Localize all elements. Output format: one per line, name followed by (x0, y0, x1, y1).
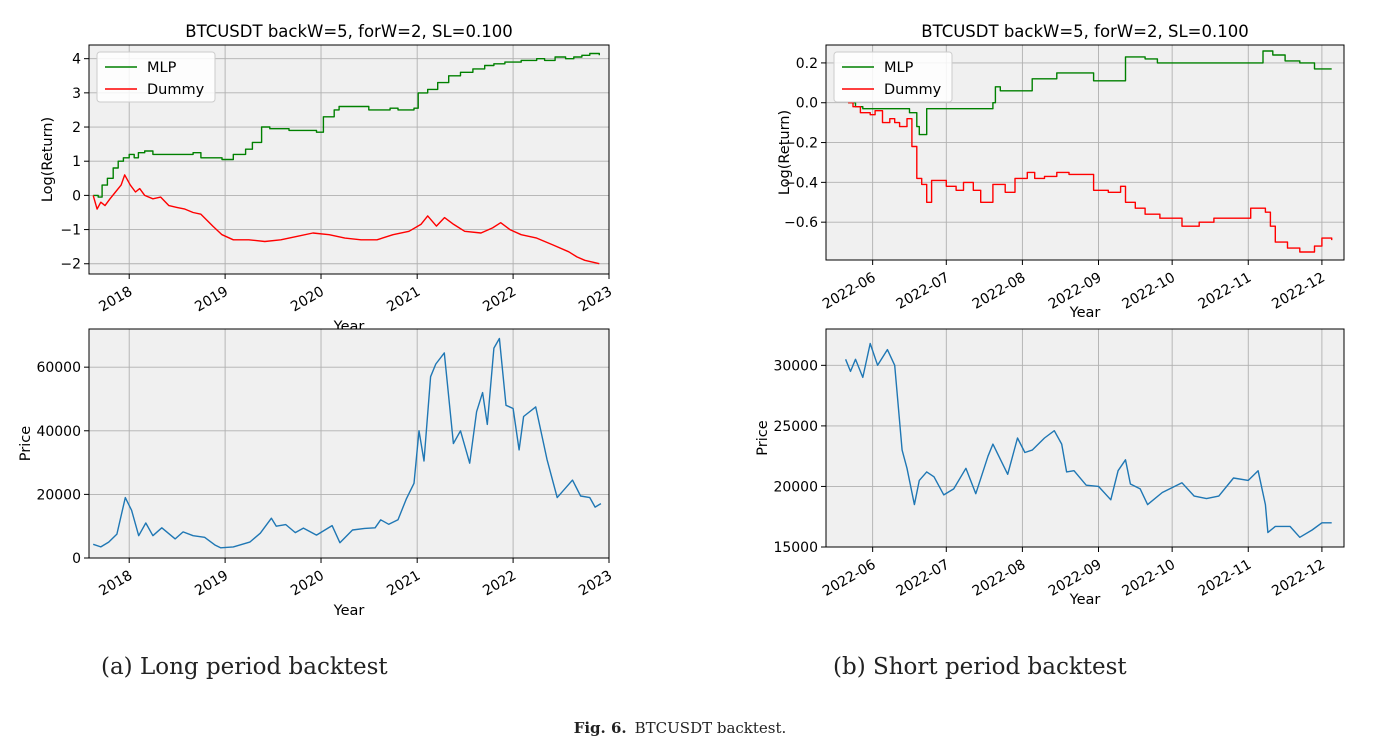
chart-long-price: 2018 2019 2020 2021 2022 2023 0 20000 40000 60000… (18, 328, 615, 619)
y-tick-label: 2 (72, 120, 81, 136)
plot-frame (825, 328, 1345, 548)
y-tick-label: −0.2 (784, 136, 818, 152)
x-tick-label: 2021 (384, 284, 423, 316)
x-tick-label: 2022-10 (1119, 557, 1178, 600)
x-tick-label: 2022-06 (820, 557, 879, 600)
y-tick-label: 0 (72, 551, 81, 567)
y-axis-label: Log(Return) (40, 117, 56, 202)
x-axis-label: Year (1069, 305, 1101, 321)
y-tick-label: 40000 (36, 424, 81, 440)
x-tick-label: 2022 (480, 284, 519, 316)
chart-title: BTCUSDT backW=5, forW=2, SL=0.100 (185, 22, 512, 41)
series-line-dummy (92, 174, 600, 265)
x-tick-label: 2022-12 (1269, 557, 1328, 600)
y-tick-label: 25000 (773, 419, 818, 435)
plot-frame (88, 44, 610, 275)
figure-caption-text: BTCUSDT backtest. (635, 719, 787, 737)
x-tick-label: 2021 (384, 568, 423, 600)
chart-title: BTCUSDT backW=5, forW=2, SL=0.100 (921, 22, 1248, 41)
y-tick-label: −2 (60, 257, 81, 273)
x-tick-label: 2018 (96, 284, 135, 316)
subcaption-a: (a) Long period backtest (101, 654, 388, 680)
y-tick-label: 60000 (36, 360, 81, 376)
y-tick-label: 20000 (773, 479, 818, 495)
y-tick-label: 0 (72, 188, 81, 204)
x-tick-label: 2022-08 (970, 557, 1029, 600)
legend: MLP Dummy (96, 51, 216, 103)
legend-label-dummy: Dummy (147, 82, 205, 98)
y-tick-label: 20000 (36, 487, 81, 503)
y-tick-label: 3 (72, 86, 81, 102)
y-tick-label: −1 (60, 223, 81, 239)
x-tick-label: 2023 (576, 284, 615, 316)
x-tick-label: 2022-12 (1269, 270, 1328, 313)
legend-label-mlp: MLP (884, 60, 914, 76)
x-tick-label: 2023 (576, 568, 615, 600)
x-tick-label: 2018 (96, 568, 135, 600)
plot-frame (825, 44, 1345, 261)
x-tick-label: 2019 (192, 568, 231, 600)
y-tick-label: 0.0 (796, 96, 818, 112)
x-tick-label: 2022-07 (894, 270, 953, 313)
y-axis-label: Log(Return) (777, 110, 793, 195)
x-tick-label: 2022 (480, 568, 519, 600)
legend-label-mlp: MLP (147, 60, 177, 76)
grid (89, 45, 610, 274)
y-tick-label: 0.2 (796, 56, 818, 72)
legend: MLP Dummy (833, 51, 953, 103)
grid (826, 45, 1344, 260)
series-line-mlp (93, 52, 600, 198)
x-tick-label: 2022-06 (820, 270, 879, 313)
y-tick-label: 15000 (773, 540, 818, 556)
chart-short-price: 2022-06 2022-07 2022-08 2022-09 2022-10 2022-… (755, 328, 1345, 608)
y-axis-label: Price (18, 426, 34, 461)
x-tick-label: 2022-11 (1196, 557, 1255, 600)
y-tick-label: 30000 (773, 358, 818, 374)
plot-frame (88, 328, 610, 559)
subcaption-b: (b) Short period backtest (833, 654, 1127, 680)
y-tick-label: 1 (72, 154, 81, 170)
chart-long-return: 2018 2019 2020 2021 2022 2023−2−101234YearLog… (40, 22, 615, 335)
plot-area (89, 329, 609, 558)
y-tick-label: 4 (72, 52, 81, 68)
series-line-mlp (848, 50, 1332, 136)
legend-label-dummy: Dummy (884, 82, 942, 98)
x-axis-label: Year (1069, 592, 1101, 608)
x-tick-label: 2020 (288, 284, 327, 316)
x-tick-label: 2022-07 (894, 557, 953, 600)
x-tick-label: 2020 (288, 568, 327, 600)
figure-caption: Fig. 6. BTCUSDT backtest. (574, 719, 787, 737)
x-tick-label: 2022-08 (970, 270, 1029, 313)
x-tick-label: 2022-10 (1119, 270, 1178, 313)
series-line-dummy (848, 102, 1333, 253)
y-tick-label: −0.6 (784, 215, 818, 231)
series-line-price (92, 337, 602, 549)
y-axis-label: Price (755, 420, 771, 455)
chart-short-return: 2022-06 2022-07 2022-08 2022-09 2022-10 2022-… (777, 22, 1345, 321)
x-axis-label: Year (333, 603, 365, 619)
figure-caption-label: Fig. 6. (574, 719, 627, 737)
series-line-price (844, 342, 1332, 538)
x-tick-label: 2019 (192, 284, 231, 316)
y-tick-label: −0.4 (784, 175, 818, 191)
x-tick-label: 2022-11 (1196, 270, 1255, 313)
